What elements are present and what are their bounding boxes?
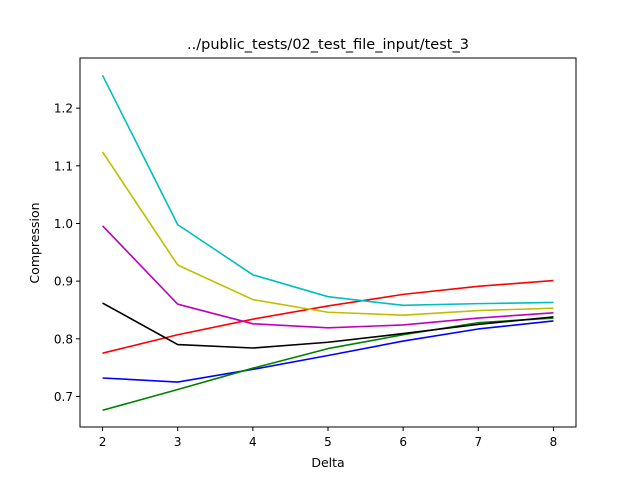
y-axis-label: Compression bbox=[27, 202, 42, 283]
series-line-1 bbox=[102, 320, 554, 383]
x-tick-label: 6 bbox=[399, 435, 407, 449]
y-tick-label: 0.9 bbox=[54, 275, 73, 289]
y-tick-label: 1.0 bbox=[54, 217, 73, 231]
series-line-4 bbox=[101, 74, 554, 307]
y-tick-label: 0.8 bbox=[54, 332, 73, 346]
plot-frame bbox=[79, 57, 577, 428]
series-layer bbox=[101, 74, 554, 412]
x-tick-label: 8 bbox=[550, 435, 558, 449]
series-line-5 bbox=[101, 225, 554, 329]
series-line-2 bbox=[102, 317, 554, 412]
series-line-3 bbox=[102, 279, 554, 354]
x-tick-label: 2 bbox=[99, 435, 107, 449]
chart-title: ../public_tests/02_test_file_input/test_… bbox=[187, 37, 469, 53]
ticks-layer: 2 3 4 5 6 7 8 0.7 0.8 0.9 1.0 1.1 1.2 bbox=[54, 102, 557, 449]
y-tick-label: 0.7 bbox=[54, 390, 73, 404]
x-tick-label: 4 bbox=[249, 435, 257, 449]
x-axis-label: Delta bbox=[311, 455, 344, 470]
x-tick-label: 7 bbox=[474, 435, 482, 449]
y-tick-label: 1.2 bbox=[54, 102, 73, 116]
y-tick-label: 1.1 bbox=[54, 159, 73, 173]
series-line-7 bbox=[102, 302, 554, 349]
x-tick-label: 3 bbox=[174, 435, 182, 449]
x-tick-label: 5 bbox=[324, 435, 332, 449]
series-line-6 bbox=[101, 151, 554, 316]
